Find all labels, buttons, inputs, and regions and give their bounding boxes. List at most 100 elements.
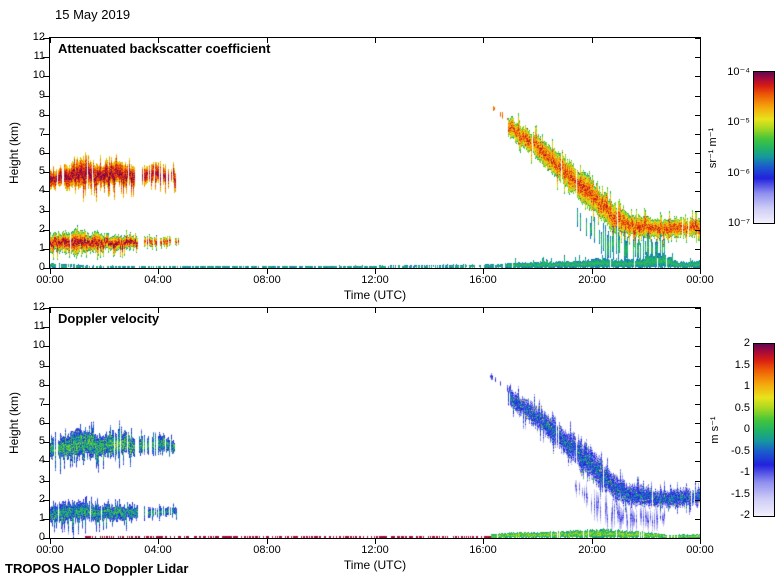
y-tick — [695, 38, 700, 39]
colorbar-tick-label: 1.5 — [734, 359, 750, 371]
y-tick-label: 9 — [38, 359, 45, 371]
y-tick — [43, 38, 49, 39]
doppler-colorbar-unit-label: m s⁻¹ — [709, 416, 721, 444]
y-tick — [695, 423, 700, 424]
y-tick — [695, 481, 700, 482]
y-tick — [43, 57, 49, 58]
y-tick — [43, 423, 49, 424]
y-tick — [43, 538, 49, 539]
x-tick — [592, 269, 593, 274]
x-tick-label: 08:00 — [253, 544, 281, 556]
y-tick — [43, 404, 49, 405]
backscatter-colorbar: 10⁻⁴ 10⁻⁵ 10⁻⁶ 10⁻⁷ — [727, 66, 775, 229]
backscatter-panel-title: Attenuated backscatter coefficient — [58, 41, 271, 56]
y-tick-label: 4 — [38, 184, 45, 196]
y-tick-label: 12 — [32, 301, 45, 313]
y-tick — [43, 172, 49, 173]
y-tick — [695, 385, 700, 386]
x-tick-label: 04:00 — [144, 544, 172, 556]
x-tick — [375, 38, 376, 43]
y-tick — [43, 268, 49, 269]
y-tick — [695, 500, 700, 501]
y-tick — [695, 346, 700, 347]
y-tick-label: 5 — [38, 435, 45, 447]
y-tick-label: 11 — [33, 320, 45, 332]
y-tick-label: 9 — [38, 89, 45, 101]
colorbar-tick-label: -2 — [740, 509, 750, 521]
x-tick — [592, 38, 593, 43]
x-tick-label: 20:00 — [578, 274, 606, 286]
x-tick — [267, 308, 268, 313]
y-tick — [43, 249, 49, 250]
x-tick-label: 00:00 — [686, 274, 714, 286]
y-tick — [43, 385, 49, 386]
y-tick — [43, 442, 49, 443]
x-tick — [158, 308, 159, 313]
y-tick-label: 7 — [38, 127, 45, 139]
y-tick-label: 10 — [32, 69, 45, 81]
y-tick — [695, 442, 700, 443]
backscatter-colorbar-unit-label: sr⁻¹ m⁻¹ — [707, 127, 719, 169]
x-tick — [483, 269, 484, 274]
y-tick — [695, 461, 700, 462]
backscatter-y-axis-label: Height (km) — [7, 122, 21, 185]
y-tick-label: 7 — [38, 397, 45, 409]
colorbar-tick-label: -1.5 — [731, 488, 750, 500]
colorbar-tick-label: -1 — [740, 466, 750, 478]
x-tick — [592, 539, 593, 544]
x-tick — [158, 269, 159, 274]
y-tick — [695, 57, 700, 58]
y-tick-label: 4 — [38, 454, 45, 466]
x-tick-label: 12:00 — [361, 544, 389, 556]
doppler-colorbar-gradient — [754, 344, 774, 516]
y-tick — [695, 134, 700, 135]
y-tick-label: 5 — [38, 165, 45, 177]
x-tick — [700, 539, 701, 544]
x-tick-label: 08:00 — [253, 274, 281, 286]
y-tick — [43, 500, 49, 501]
x-tick — [592, 308, 593, 313]
doppler-panel: Doppler velocity Time (UTC) 00:00 04:00 08… — [33, 301, 714, 572]
x-tick — [483, 539, 484, 544]
y-tick — [695, 366, 700, 367]
x-tick — [50, 38, 51, 43]
y-tick-label: 2 — [38, 493, 45, 505]
x-tick-label: 12:00 — [361, 274, 389, 286]
x-tick — [375, 308, 376, 313]
y-tick — [43, 308, 49, 309]
y-tick-label: 1 — [38, 242, 45, 254]
y-tick — [695, 191, 700, 192]
x-tick — [50, 269, 51, 274]
y-tick-label: 2 — [38, 223, 45, 235]
y-tick — [43, 211, 49, 212]
y-tick-label: 3 — [38, 204, 45, 216]
doppler-heatmap — [50, 308, 700, 538]
y-tick — [695, 172, 700, 173]
y-tick-label: 0 — [38, 531, 45, 543]
colorbar-tick-label: 0.5 — [734, 402, 750, 414]
x-tick-label: 20:00 — [578, 544, 606, 556]
colorbar-tick-label: 10⁻⁴ — [727, 66, 750, 78]
doppler-panel-title: Doppler velocity — [58, 311, 160, 326]
y-tick — [695, 96, 700, 97]
x-tick-label: 16:00 — [469, 544, 497, 556]
y-tick — [695, 519, 700, 520]
colorbar-tick-label: 10⁻⁶ — [727, 167, 750, 179]
y-tick-label: 10 — [32, 339, 45, 351]
colorbar-tick-label: 2 — [743, 337, 750, 349]
y-tick — [43, 230, 49, 231]
y-tick-label: 6 — [38, 416, 45, 428]
y-tick — [695, 404, 700, 405]
x-tick — [267, 269, 268, 274]
y-tick — [43, 153, 49, 154]
doppler-colorbar: 2 1.5 1 0.5 0 -0.5 -1 -1.5 -2 — [731, 337, 775, 521]
x-tick — [267, 539, 268, 544]
y-tick — [43, 134, 49, 135]
colorbar-tick-label: 10⁻⁵ — [727, 116, 750, 128]
x-tick — [700, 308, 701, 313]
x-tick — [158, 539, 159, 544]
backscatter-heatmap — [50, 38, 700, 268]
y-tick — [43, 346, 49, 347]
y-tick — [43, 191, 49, 192]
